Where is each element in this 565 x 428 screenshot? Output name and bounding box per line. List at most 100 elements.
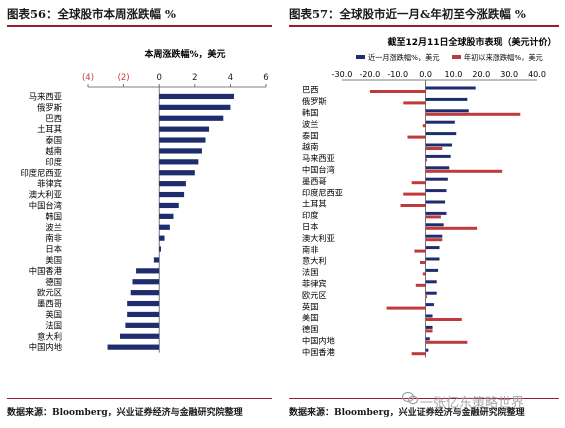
legend-label-month: 近一月涨跌幅%，美元 <box>368 53 440 62</box>
right-bar-month <box>425 337 430 341</box>
right-bar-ytd <box>425 169 503 173</box>
left-bar <box>159 93 234 100</box>
right-bar-month <box>425 246 440 250</box>
right-title-rule <box>289 25 559 27</box>
right-category-label: 越南 <box>302 142 318 152</box>
right-x-tick-label: -30.0 <box>332 70 353 79</box>
right-bar-ytd <box>425 147 443 150</box>
right-category-label: 南非 <box>302 244 318 254</box>
right-bar-ytd <box>425 238 443 242</box>
left-category-label: 欧元区 <box>37 288 62 298</box>
right-category-label: 马来西亚 <box>302 153 335 163</box>
left-bar <box>127 311 160 318</box>
wechat-logo-icon <box>402 391 418 405</box>
right-category-label: 中国内地 <box>302 336 335 346</box>
right-x-tick-label: 20.0 <box>472 70 490 79</box>
right-bar-ytd <box>369 90 426 93</box>
right-category-label: 意大利 <box>302 256 327 266</box>
left-source-note: 数据来源：Bloomberg，兴业证券经济与金融研究院整理 <box>7 408 243 418</box>
legend-label-ytd: 年初以来涨跌幅%，美元 <box>464 53 543 62</box>
right-bar-month <box>425 109 469 113</box>
right-bar-ytd <box>425 215 441 219</box>
left-category-label: 土耳其 <box>37 124 62 134</box>
right-x-tick-label: 30.0 <box>500 70 518 79</box>
right-bar-month <box>425 268 439 272</box>
left-x-tick-label: 0 <box>156 73 161 83</box>
right-bar-month <box>425 166 450 170</box>
right-bar-ytd <box>425 340 468 344</box>
right-bar-ytd <box>403 101 426 105</box>
right-category-label: 墨西哥 <box>302 176 327 186</box>
right-bar-ytd <box>411 181 426 185</box>
left-bar <box>125 322 160 328</box>
left-bar <box>107 344 160 350</box>
right-bar-month <box>425 143 453 147</box>
left-category-label: 马来西亚 <box>29 91 62 101</box>
right-chart-title: 图表57：全球股市近一月&年初至今涨跌幅 % <box>289 7 526 21</box>
right-category-label: 日本 <box>302 222 318 232</box>
right-source-note: 数据来源：Bloomberg，兴业证券经济与金融研究院整理 <box>289 408 525 418</box>
right-bar-month <box>425 303 434 307</box>
right-bar-ytd <box>425 295 427 299</box>
left-bar <box>159 224 170 230</box>
watermark-text: 一张亿东策略世界 <box>420 396 525 411</box>
left-bar <box>159 202 179 209</box>
right-bar-month <box>425 280 437 284</box>
right-bar-month <box>425 120 455 124</box>
left-category-label: 俄罗斯 <box>37 102 62 112</box>
right-category-label: 中国台湾 <box>302 165 335 175</box>
left-category-label: 美国 <box>45 255 62 265</box>
left-title-rule <box>7 25 272 27</box>
left-chart-title: 图表56：全球股市本周涨跌幅 % <box>7 7 176 21</box>
right-category-label: 韩国 <box>302 108 318 118</box>
left-bar <box>159 191 185 198</box>
right-bar-month <box>425 325 433 329</box>
right-category-label: 德国 <box>302 324 318 334</box>
right-category-label: 菲律宾 <box>302 279 327 289</box>
left-category-label: 日本 <box>45 244 62 254</box>
left-category-label: 中国台湾 <box>29 200 62 210</box>
right-bar-month <box>425 154 451 158</box>
left-category-label: 南非 <box>45 233 62 243</box>
right-x-tick-label: 40.0 <box>528 70 546 79</box>
right-bar-month <box>425 223 444 227</box>
right-source-rule <box>289 398 559 399</box>
left-bar-chart: 本周涨跌幅%，美元 (4) (2) 0 2 4 6 马来西亚俄罗斯巴西土耳其泰国越南印度印度尼… <box>21 48 269 353</box>
left-category-label: 意大利 <box>37 331 62 341</box>
right-category-label: 俄罗斯 <box>302 96 327 106</box>
right-category-label: 中国香港 <box>302 347 336 357</box>
right-bar-month <box>425 189 447 193</box>
right-bar-month <box>425 234 443 238</box>
left-category-label: 德国 <box>45 277 62 287</box>
right-bar-month <box>425 86 476 90</box>
left-bar <box>159 126 210 132</box>
left-x-tick-label: 6 <box>263 73 268 83</box>
left-category-label: 中国香港 <box>29 266 63 276</box>
left-bar <box>159 137 206 143</box>
left-chart-subtitle: 本周涨跌幅%，美元 <box>144 48 225 60</box>
right-bar-ytd <box>425 318 462 321</box>
left-category-label: 越南 <box>45 146 62 156</box>
right-bar-ytd <box>425 329 433 333</box>
right-bar-month <box>425 348 429 352</box>
left-bar <box>159 246 161 252</box>
left-category-label: 波兰 <box>45 222 62 232</box>
left-bar <box>130 290 160 296</box>
left-category-label: 墨西哥 <box>37 299 62 309</box>
right-x-tick-label: -10.0 <box>387 70 408 79</box>
legend-swatch-ytd <box>452 55 461 59</box>
left-category-label: 印度尼西亚 <box>21 168 63 178</box>
left-bar <box>159 104 231 110</box>
right-bar-chart: 截至12月11日全球股市表现（美元计价） -30.0 -20.0 -10.0 0.0 10… <box>302 36 557 358</box>
left-bar <box>159 170 195 176</box>
right-bar-ytd <box>425 226 478 230</box>
left-category-label: 中国内地 <box>29 342 62 352</box>
right-category-label: 澳大利亚 <box>302 233 335 243</box>
left-x-tick-label: (4) <box>82 73 94 83</box>
right-bar-month <box>425 314 433 318</box>
right-category-label: 巴西 <box>302 85 318 95</box>
right-category-label: 印度尼西亚 <box>302 187 343 197</box>
left-bar <box>120 333 160 339</box>
right-bar-ytd <box>414 249 426 253</box>
right-category-label: 法国 <box>302 267 318 277</box>
